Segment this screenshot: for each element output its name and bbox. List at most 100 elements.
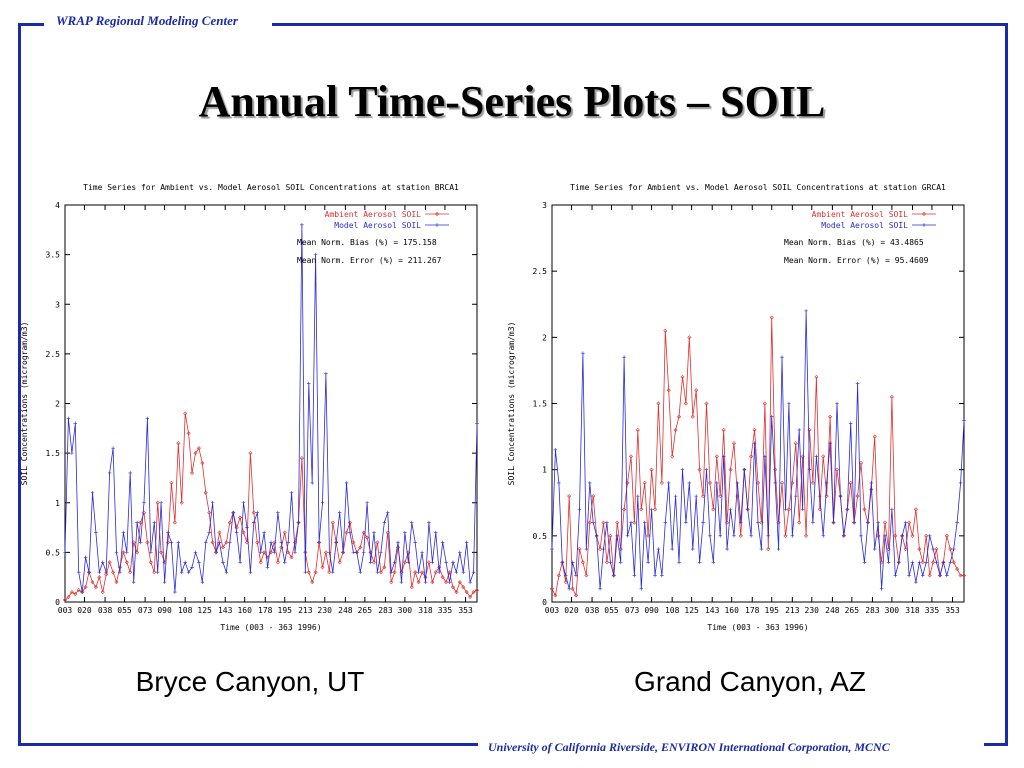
model-point [735,481,740,485]
ambient-point [907,520,912,525]
y-tick-label: 0.5 [46,548,61,557]
ambient-point [344,530,349,535]
model-point [413,540,417,545]
model-point [591,520,595,525]
model-point [581,351,585,356]
model-point [100,560,105,565]
y-tick-label: 3.5 [46,251,61,260]
chart-title: Time Series for Ambient vs. Model Aeroso… [83,183,459,192]
model-point [76,570,81,575]
model-point [152,520,157,525]
model-point [697,560,702,565]
x-tick-label: 213 [785,606,800,615]
model-point [166,530,170,535]
model-point [90,491,95,495]
model-point [618,560,623,565]
ambient-point [193,451,198,456]
model-point [207,530,211,535]
model-point [392,560,397,565]
ambient-point [961,573,967,578]
model-point [814,454,819,459]
model-point [927,534,932,538]
ambient-point [217,530,222,535]
model-point [570,560,575,565]
ambient-point [124,560,129,565]
model-point [636,494,640,498]
stat-mean-norm-error: Mean Norm. Error (%) = 211.267 [297,256,442,265]
ambient-point [697,467,702,472]
ambient-point [570,586,575,591]
model-point [708,534,712,538]
model-point [385,510,390,515]
chart-grca1: Time Series for Ambient vs. Model Aeroso… [502,178,972,638]
ambient-point [659,480,664,485]
stat-mean-norm-bias: Mean Norm. Bias (%) = 175.158 [297,238,437,247]
model-point [642,520,647,525]
x-tick-label: 003 [545,606,560,615]
ambient-point [625,480,630,485]
ambient-point [200,461,205,466]
model-point [852,520,856,525]
model-point [807,467,812,472]
model-point [594,534,599,538]
model-point [690,547,695,551]
model-point [125,550,129,555]
ambient-point [413,570,418,575]
ambient-point [955,566,960,571]
ambient-point [790,480,795,485]
model-point [258,550,263,555]
model-point [883,534,887,538]
model-point [955,520,959,525]
model-point [296,520,301,525]
x-tick-label: 230 [805,606,820,615]
model-point [255,510,260,515]
model-point [924,560,929,565]
model-point [289,491,294,495]
x-tick-label: 160 [237,606,252,615]
model-point [718,534,723,538]
ambient-point [100,590,105,595]
x-tick-label: 283 [378,606,393,615]
frame-left [18,23,21,746]
model-point [427,520,431,525]
model-point [869,481,874,485]
model-point [375,570,380,575]
model-point [203,540,208,545]
model-point [317,540,321,545]
model-point [818,494,822,498]
x-tick-label: 265 [358,606,373,615]
x-axis-label: Time (003 - 363 1996) [220,623,321,632]
model-point [951,547,956,551]
chart-grca1-svg: Time Series for Ambient vs. Model Aeroso… [507,183,967,632]
model-point [855,381,860,386]
ambient-point [433,570,438,575]
model-point [104,570,108,575]
y-tick-label: 3 [55,300,60,309]
x-tick-label: 003 [58,606,73,615]
model-point [632,573,637,578]
ambient-point [889,394,894,399]
legend-marker-model [922,223,926,227]
model-point [629,520,633,525]
ambient-point [468,595,473,600]
ambient-point [251,510,256,515]
ambient-point [90,580,95,585]
model-point [420,550,424,555]
model-point [303,570,308,575]
ambient-point [375,540,380,545]
model-point [797,428,801,432]
model-point [563,573,568,578]
series-line-ambient [64,413,478,601]
model-point [186,570,191,575]
model-point [646,560,650,565]
model-point [749,534,753,538]
model-point [355,550,359,555]
ambient-point [687,335,692,340]
model-point [399,580,404,584]
model-point [461,570,466,575]
x-tick-label: 160 [724,606,739,615]
model-point [862,560,867,565]
model-point [471,570,476,575]
ambient-point [66,595,71,600]
model-point [938,573,942,578]
